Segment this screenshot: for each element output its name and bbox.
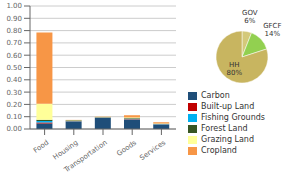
html-text:Built-up Land: Built-up Land: [201, 102, 255, 111]
html-text:Cropland: Cropland: [201, 146, 237, 155]
svg-text:0.00: 0.00: [8, 125, 22, 133]
svg-text:HH80%: HH80%: [227, 61, 243, 77]
svg-text:GOV6%: GOV6%: [242, 9, 258, 25]
svg-text:Transportation: Transportation: [62, 139, 109, 173]
svg-text:1.00: 1.00: [8, 2, 22, 10]
html-text:Fishing Grounds: Fishing Grounds: [201, 113, 265, 122]
svg-text:0.60: 0.60: [8, 52, 22, 60]
svg-text:0.10: 0.10: [8, 113, 22, 121]
html-text:Grazing Land: Grazing Land: [201, 135, 254, 144]
svg-text:0.20: 0.20: [8, 101, 22, 109]
svg-text:0.30: 0.30: [8, 89, 22, 97]
svg-text:GFCF14%: GFCF14%: [263, 22, 281, 38]
svg-text:Services: Services: [138, 138, 167, 162]
svg-text:0.40: 0.40: [8, 76, 22, 84]
svg-text:0.50: 0.50: [8, 64, 22, 72]
html-text:Forest Land: Forest Land: [201, 124, 248, 133]
svg-text:Food: Food: [32, 139, 50, 155]
svg-text:Housing: Housing: [51, 138, 80, 162]
svg-text:0.80: 0.80: [8, 27, 22, 35]
svg-text:0.70: 0.70: [8, 39, 22, 47]
html-text:Carbon: Carbon: [201, 91, 230, 100]
svg-text:Goods: Goods: [115, 138, 138, 157]
svg-text:0.90: 0.90: [8, 15, 22, 23]
